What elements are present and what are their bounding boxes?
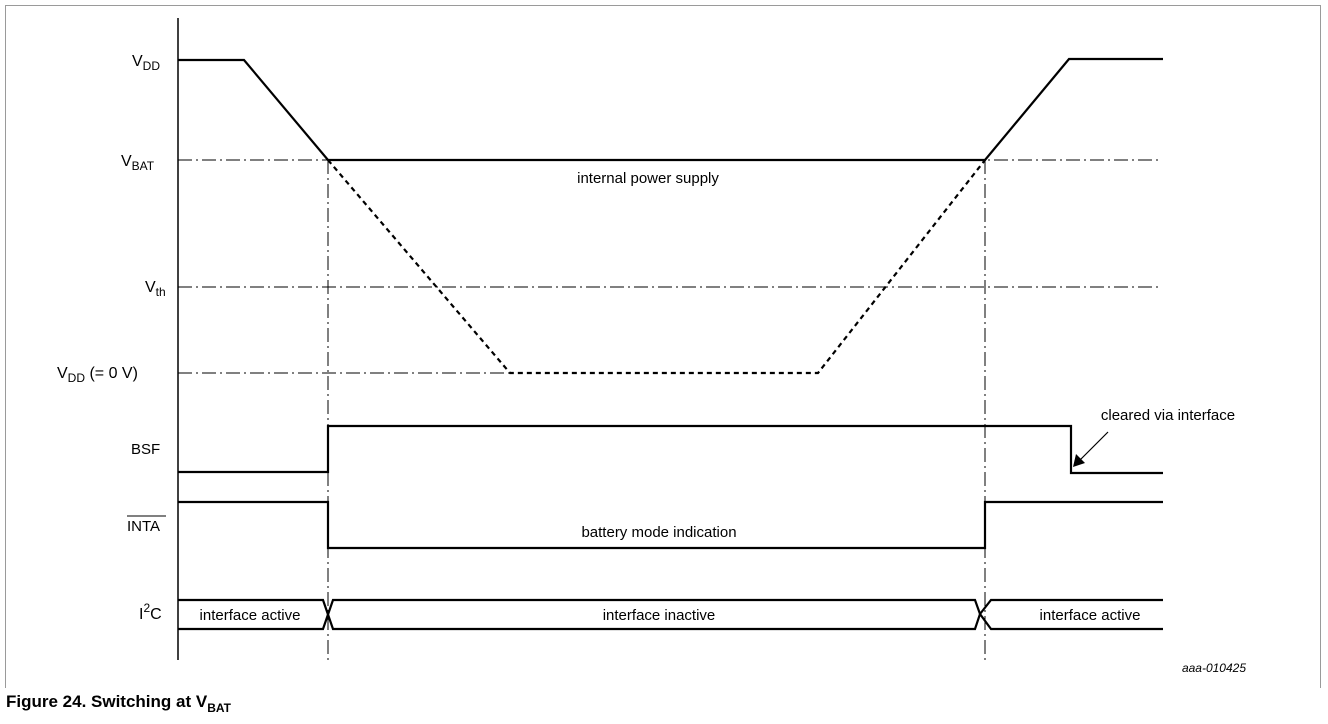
cleared-arrow xyxy=(1073,431,1109,467)
vdd-dropout-waveform xyxy=(327,159,986,375)
vth-label: Vth xyxy=(145,279,166,299)
figure-id-code: aaa-010425 xyxy=(1182,661,1246,675)
battery-mode-indication-label: battery mode indication xyxy=(581,524,736,541)
vdd-label: VDD xyxy=(132,53,160,73)
reference-lines xyxy=(178,159,1158,660)
i2c-label: I2C xyxy=(139,601,162,623)
interface-active-left-label: interface active xyxy=(200,607,301,624)
i2c-bus-waveform xyxy=(178,598,1163,631)
vdd-waveform xyxy=(178,57,1163,162)
interface-inactive-label: interface inactive xyxy=(603,607,716,624)
bsf-waveform xyxy=(178,424,1163,475)
timing-diagram: VDD VBAT Vth VDD (= 0 V) BSF INTA I2C in… xyxy=(57,18,1246,675)
caption-subscript: BAT xyxy=(207,701,231,715)
internal-power-supply-label: internal power supply xyxy=(577,170,719,187)
cleared-via-interface-label: cleared via interface xyxy=(1101,407,1235,424)
bsf-label: BSF xyxy=(131,441,160,458)
figure-frame xyxy=(5,5,1321,688)
svg-text:INTA: INTA xyxy=(127,518,160,535)
inta-waveform xyxy=(178,500,1163,550)
figure-caption: Figure 24. Switching at VBAT xyxy=(6,687,1322,719)
caption-text: Figure 24. Switching at V xyxy=(6,692,208,711)
vbat-label: VBAT xyxy=(121,153,155,173)
vdd0-label: VDD (= 0 V) xyxy=(57,365,138,385)
inta-label: INTA xyxy=(127,515,166,535)
interface-active-right-label: interface active xyxy=(1040,607,1141,624)
